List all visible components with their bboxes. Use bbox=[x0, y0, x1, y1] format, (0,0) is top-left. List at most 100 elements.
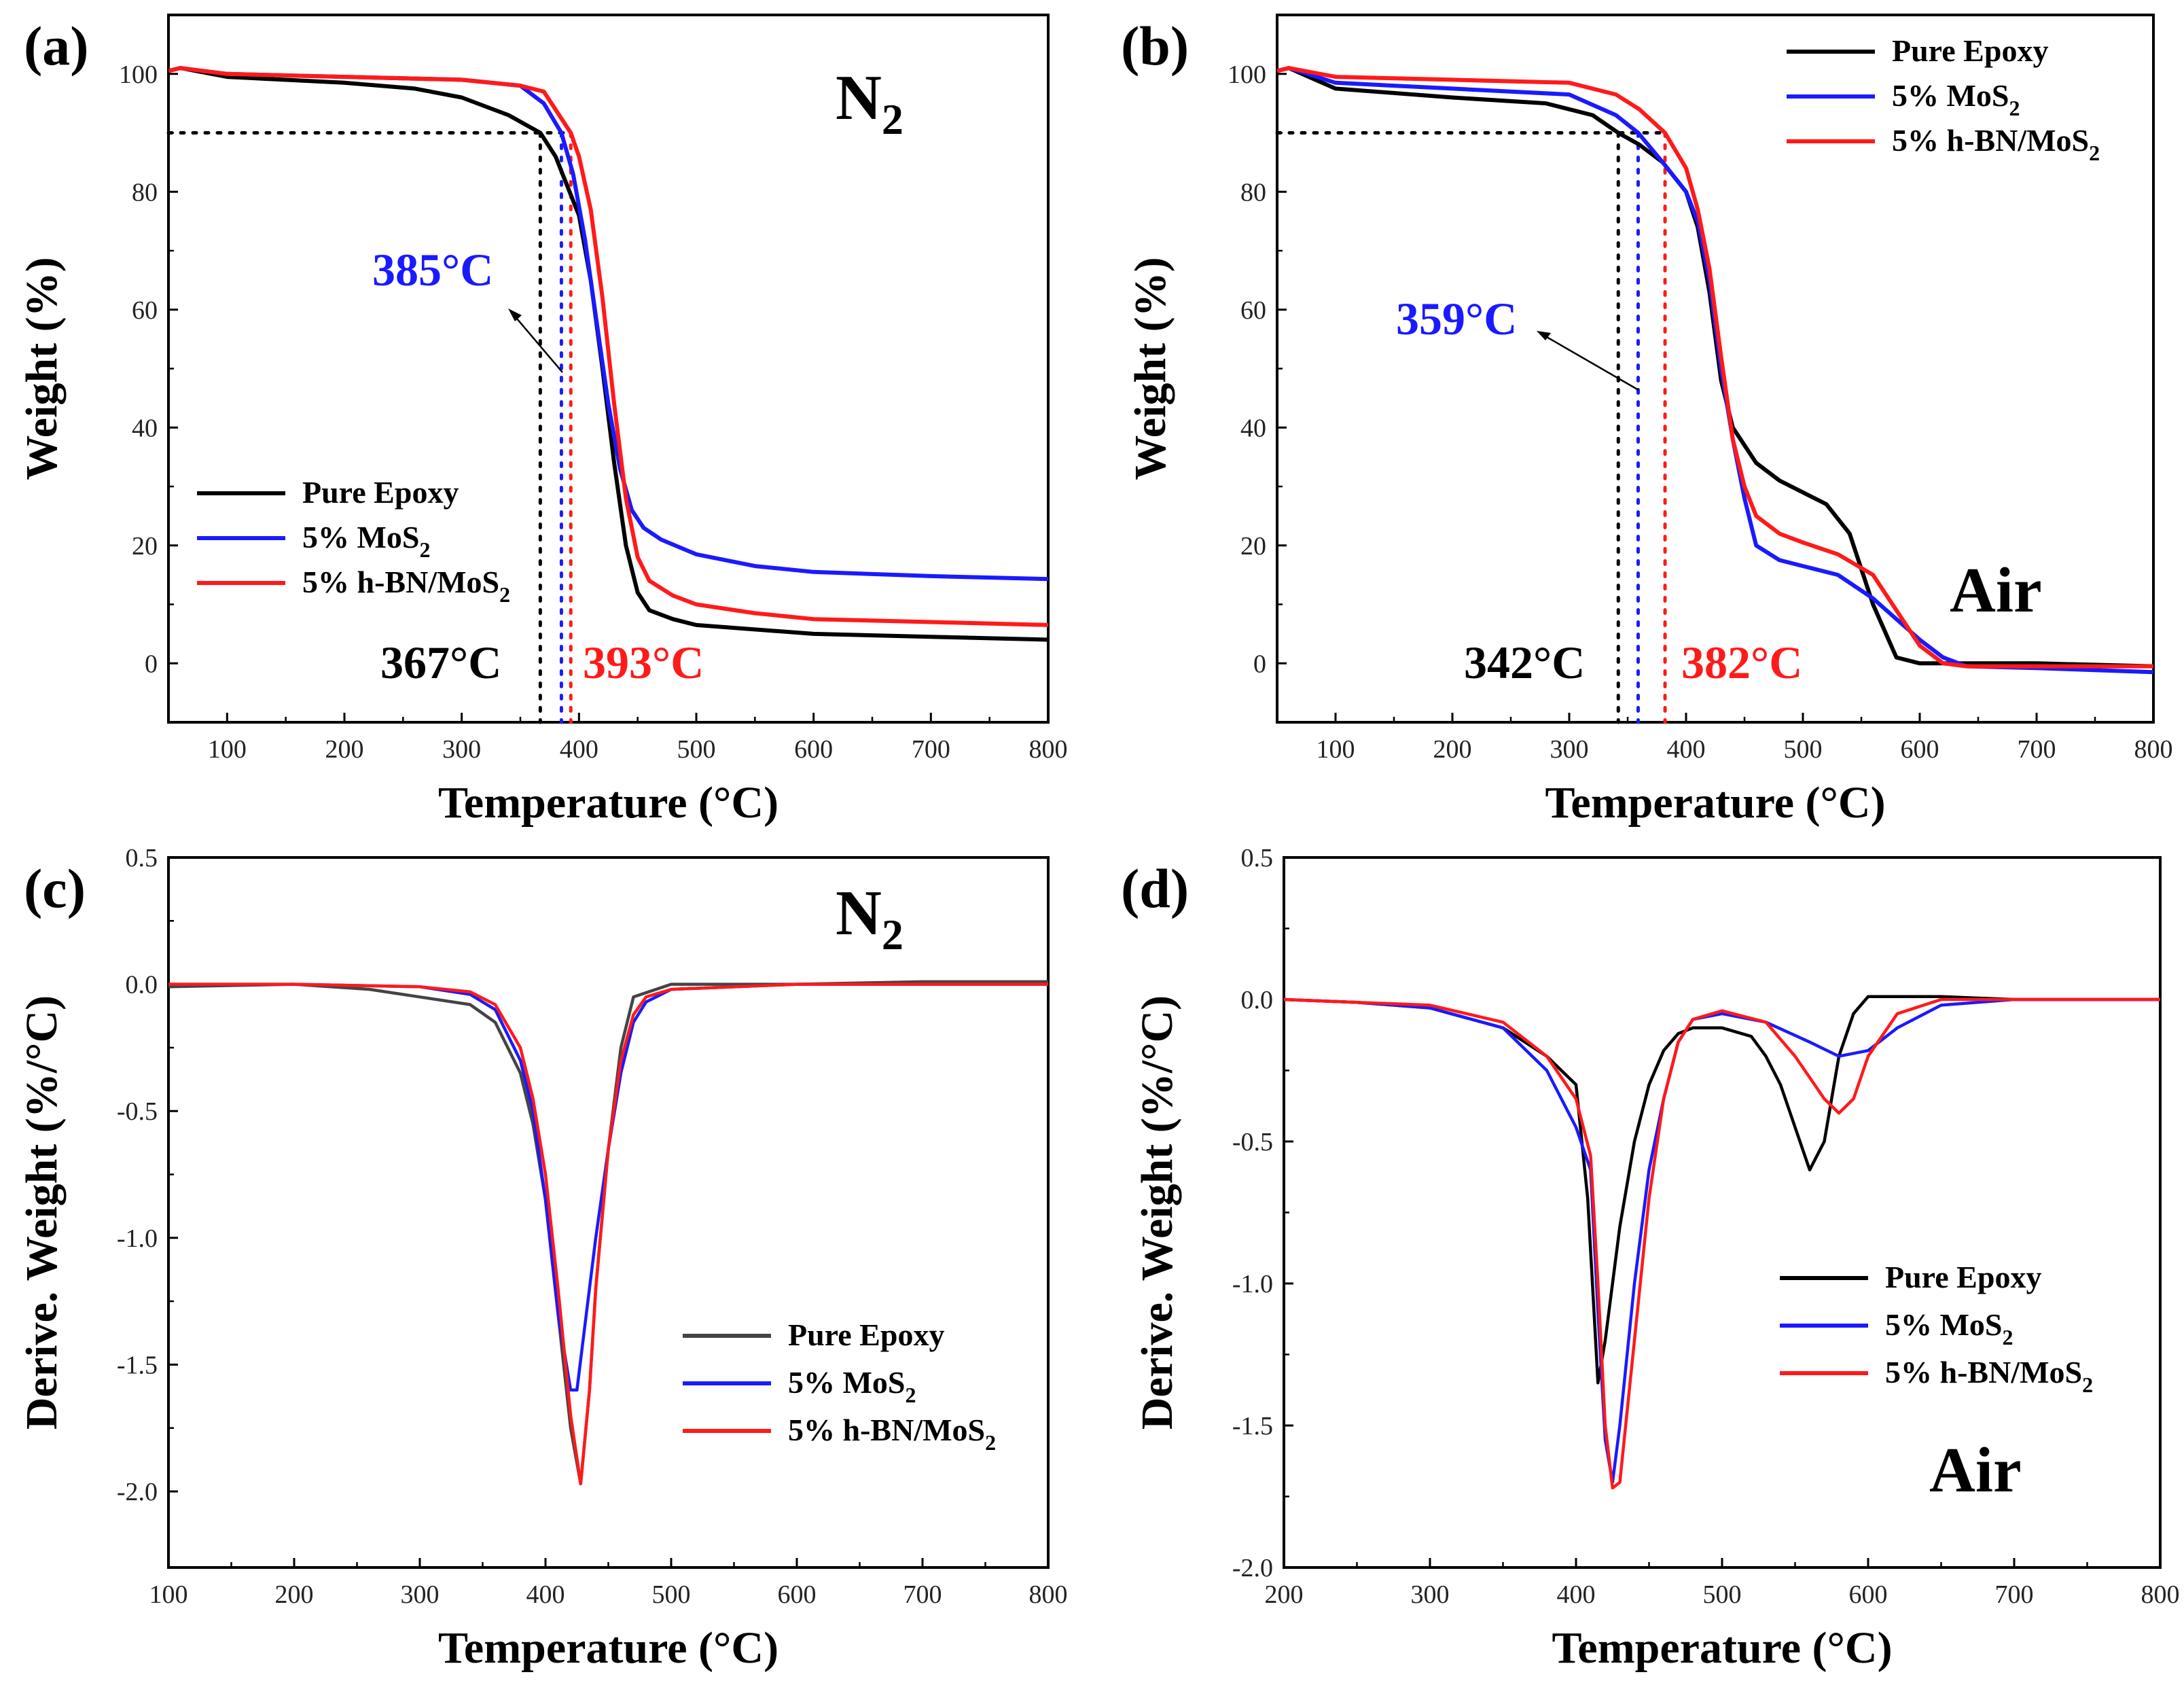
annotation-arrowhead bbox=[1537, 331, 1551, 340]
panel-label: (a) bbox=[24, 15, 89, 77]
x-tick-label: 400 bbox=[560, 735, 598, 764]
panel-label: (d) bbox=[1121, 857, 1189, 919]
series-line-1 bbox=[168, 982, 1048, 1392]
x-tick-label: 300 bbox=[442, 735, 481, 764]
legend-label-2-subscript: 2 bbox=[499, 582, 510, 607]
y-tick-label: 80 bbox=[1240, 178, 1266, 207]
series-line-2 bbox=[1284, 997, 2160, 1490]
x-tick-label: 100 bbox=[149, 1580, 188, 1609]
legend-label-2-main: 5% h-BN/MoS bbox=[1885, 1355, 2082, 1389]
onset-label-2: 393°C bbox=[583, 637, 704, 688]
legend-label-2-subscript: 2 bbox=[985, 1430, 996, 1455]
x-tick-label: 600 bbox=[1849, 1580, 1888, 1609]
y-tick-label: 20 bbox=[1240, 532, 1266, 561]
x-axis-title: Temperature (°C) bbox=[1545, 778, 1885, 828]
legend-label-2: 5% h-BN/MoS2 bbox=[302, 565, 510, 607]
y-tick-label: 0.0 bbox=[1241, 986, 1274, 1014]
panel-d: 200 300 400 500 600 700 800 -2.0 -1.5 -1.0 -0.5 0.0… bbox=[1121, 844, 2180, 1673]
series-line-2 bbox=[168, 982, 1048, 1486]
series-line-1 bbox=[168, 66, 1048, 582]
x-tick-label: 600 bbox=[1901, 735, 1939, 764]
y-tick-label: 100 bbox=[1228, 60, 1266, 89]
y-tick-label: 60 bbox=[1240, 296, 1266, 325]
y-tick-label: 40 bbox=[132, 414, 158, 442]
legend-label-1: 5% MoS2 bbox=[788, 1365, 916, 1407]
y-tick-label: -1.0 bbox=[117, 1224, 158, 1253]
x-tick-label: 800 bbox=[2134, 735, 2173, 764]
x-axis-title: Temperature (°C) bbox=[438, 1623, 778, 1673]
y-axis-title: Derive. Weight (%/°C) bbox=[17, 995, 67, 1430]
series-line-1 bbox=[1284, 997, 2160, 1484]
x-tick-label: 200 bbox=[275, 1580, 314, 1609]
x-tick-label: 400 bbox=[1557, 1580, 1596, 1609]
x-tick-label: 500 bbox=[677, 735, 716, 764]
legend-label-1-main: 5% MoS bbox=[1885, 1307, 2003, 1342]
legend-label-2-subscript: 2 bbox=[2089, 141, 2100, 165]
y-tick-label: -2.0 bbox=[117, 1478, 158, 1506]
legend-label-0-main: Pure Epoxy bbox=[1885, 1260, 2041, 1294]
x-tick-label: 800 bbox=[2141, 1580, 2180, 1609]
legend-label-1-subscript: 2 bbox=[2009, 96, 2020, 120]
y-tick-label: 0 bbox=[1253, 650, 1266, 678]
y-tick-label: -2.0 bbox=[1232, 1554, 1273, 1582]
panel-b: 100 200 300 400 500 600 700 800 0 20 40 60 80 100 Temp… bbox=[1121, 14, 2173, 828]
legend-label-2: 5% h-BN/MoS2 bbox=[1892, 123, 2100, 165]
atmosphere-main: N bbox=[836, 63, 882, 133]
y-tick-label: -1.0 bbox=[1232, 1270, 1273, 1298]
legend-label-0: Pure Epoxy bbox=[1892, 33, 2048, 68]
y-tick-label: 0 bbox=[145, 650, 158, 678]
legend-label-0: Pure Epoxy bbox=[302, 475, 459, 510]
x-tick-label: 400 bbox=[1667, 735, 1706, 764]
y-tick-label: 100 bbox=[119, 60, 158, 89]
y-tick-label: 0.5 bbox=[126, 844, 158, 872]
legend-label-2-main: 5% h-BN/MoS bbox=[1892, 123, 2089, 158]
x-tick-label: 700 bbox=[1995, 1580, 2034, 1609]
x-tick-label: 600 bbox=[778, 1580, 817, 1609]
x-tick-label: 800 bbox=[1029, 1580, 1068, 1609]
legend-label-0-main: Pure Epoxy bbox=[302, 475, 459, 510]
atmosphere-label: Air bbox=[1929, 1435, 2022, 1506]
legend-label-1-main: 5% MoS bbox=[302, 520, 420, 554]
legend-label-0: Pure Epoxy bbox=[1885, 1260, 2041, 1294]
plot-frame bbox=[167, 856, 1050, 1569]
legend-label-0-main: Pure Epoxy bbox=[1892, 33, 2048, 68]
y-tick-label: 80 bbox=[132, 178, 158, 207]
plot-frame bbox=[1283, 856, 2162, 1569]
x-tick-label: 500 bbox=[652, 1580, 691, 1609]
atmosphere-subscript: 2 bbox=[882, 910, 903, 959]
panel-c: 100 200 300 400 500 600 700 800 -2.0 -1.5 -1.0 -0.5… bbox=[17, 844, 1068, 1673]
legend-label-1-subscript: 2 bbox=[2003, 1325, 2013, 1349]
atmosphere-label: N2 bbox=[836, 63, 903, 143]
atmosphere-label: N2 bbox=[836, 878, 903, 959]
legend-label-1-subscript: 2 bbox=[420, 537, 431, 562]
legend-label-2-subscript: 2 bbox=[2082, 1372, 2093, 1397]
x-tick-label: 700 bbox=[2018, 735, 2056, 764]
atmosphere-label: Air bbox=[1950, 555, 2042, 626]
y-tick-label: 20 bbox=[132, 532, 158, 561]
y-axis-title: Weight (%) bbox=[17, 257, 67, 480]
legend-label-1: 5% MoS2 bbox=[1892, 78, 2020, 120]
x-tick-label: 700 bbox=[903, 1580, 942, 1609]
y-tick-label: -1.5 bbox=[117, 1351, 158, 1379]
x-tick-label: 100 bbox=[1317, 735, 1355, 764]
x-tick-label: 400 bbox=[526, 1580, 565, 1609]
series-line-2 bbox=[168, 66, 1048, 627]
y-tick-label: 40 bbox=[1240, 414, 1266, 442]
legend-label-2: 5% h-BN/MoS2 bbox=[1885, 1355, 2093, 1397]
x-tick-label: 300 bbox=[1411, 1580, 1450, 1609]
legend-label-0-main: Pure Epoxy bbox=[788, 1317, 944, 1352]
legend-label-2: 5% h-BN/MoS2 bbox=[788, 1413, 996, 1455]
x-tick-label: 300 bbox=[1550, 735, 1589, 764]
x-tick-label: 200 bbox=[325, 735, 364, 764]
legend-label-2-main: 5% h-BN/MoS bbox=[788, 1413, 985, 1447]
x-tick-label: 300 bbox=[401, 1580, 440, 1609]
onset-label-1: 359°C bbox=[1396, 293, 1517, 344]
x-tick-label: 200 bbox=[1265, 1580, 1304, 1609]
x-tick-label: 800 bbox=[1029, 735, 1068, 764]
legend-label-1: 5% MoS2 bbox=[1885, 1307, 2013, 1349]
series-line-0 bbox=[168, 980, 1048, 1486]
legend-label-0: Pure Epoxy bbox=[788, 1317, 944, 1352]
onset-label-0: 342°C bbox=[1464, 637, 1585, 688]
